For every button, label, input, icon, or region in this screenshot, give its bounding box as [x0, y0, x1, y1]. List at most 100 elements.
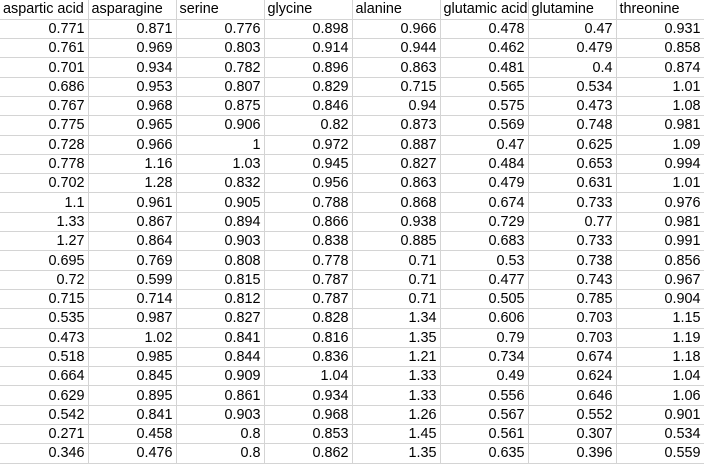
data-cell[interactable]: 1.27 — [0, 231, 89, 252]
data-cell[interactable]: 0.862 — [264, 443, 353, 464]
data-cell[interactable]: 0.827 — [352, 154, 441, 175]
header-cell[interactable]: asparagine — [88, 0, 177, 20]
data-cell[interactable]: 0.729 — [440, 212, 529, 233]
data-cell[interactable]: 1.02 — [88, 328, 177, 348]
data-cell[interactable]: 0.635 — [440, 443, 529, 464]
data-cell[interactable]: 0.803 — [176, 38, 265, 59]
data-cell[interactable]: 0.873 — [352, 115, 441, 136]
data-cell[interactable]: 0.653 — [528, 154, 617, 175]
data-cell[interactable]: 0.938 — [352, 212, 441, 233]
data-cell[interactable]: 0.871 — [88, 19, 177, 40]
data-cell[interactable]: 0.47 — [440, 135, 529, 155]
data-cell[interactable]: 0.484 — [440, 154, 529, 175]
data-cell[interactable]: 0.968 — [88, 96, 177, 117]
data-cell[interactable]: 0.903 — [176, 405, 265, 426]
data-cell[interactable]: 1.01 — [616, 173, 704, 194]
data-cell[interactable]: 0.71 — [352, 250, 441, 271]
data-cell[interactable]: 0.686 — [0, 77, 89, 97]
data-cell[interactable]: 0.841 — [88, 405, 177, 426]
data-cell[interactable]: 1.35 — [352, 328, 441, 348]
data-cell[interactable]: 0.841 — [176, 328, 265, 348]
data-cell[interactable]: 0.861 — [176, 385, 265, 406]
data-cell[interactable]: 0.905 — [176, 192, 265, 213]
data-cell[interactable]: 0.844 — [176, 347, 265, 368]
data-cell[interactable]: 0.94 — [352, 96, 441, 117]
data-cell[interactable]: 0.853 — [264, 424, 353, 445]
data-cell[interactable]: 0.966 — [88, 135, 177, 155]
header-cell[interactable]: threonine — [616, 0, 704, 20]
data-cell[interactable]: 0.542 — [0, 405, 89, 426]
data-cell[interactable]: 0.863 — [352, 57, 441, 78]
data-cell[interactable]: 0.771 — [0, 19, 89, 40]
data-cell[interactable]: 0.683 — [440, 231, 529, 252]
data-cell[interactable]: 0.8 — [176, 424, 265, 445]
data-cell[interactable]: 0.991 — [616, 231, 704, 252]
data-cell[interactable]: 0.904 — [616, 289, 704, 310]
data-cell[interactable]: 0.775 — [0, 115, 89, 136]
data-cell[interactable]: 0.748 — [528, 115, 617, 136]
data-cell[interactable]: 1.18 — [616, 347, 704, 368]
data-cell[interactable]: 0.556 — [440, 385, 529, 406]
data-cell[interactable]: 0.703 — [528, 308, 617, 329]
data-cell[interactable]: 0.702 — [0, 173, 89, 194]
data-cell[interactable]: 1.15 — [616, 308, 704, 329]
data-cell[interactable]: 0.829 — [264, 77, 353, 97]
data-cell[interactable]: 0.307 — [528, 424, 617, 445]
data-cell[interactable]: 0.788 — [264, 192, 353, 213]
data-cell[interactable]: 0.769 — [88, 250, 177, 271]
data-cell[interactable]: 0.778 — [264, 250, 353, 271]
data-cell[interactable]: 0.646 — [528, 385, 617, 406]
data-cell[interactable]: 0.934 — [264, 385, 353, 406]
data-cell[interactable]: 0.8 — [176, 443, 265, 464]
data-cell[interactable]: 0.812 — [176, 289, 265, 310]
data-cell[interactable]: 0.931 — [616, 19, 704, 40]
data-cell[interactable]: 0.785 — [528, 289, 617, 310]
data-cell[interactable]: 0.534 — [528, 77, 617, 97]
data-cell[interactable]: 0.827 — [176, 308, 265, 329]
data-cell[interactable]: 0.738 — [528, 250, 617, 271]
data-cell[interactable]: 0.953 — [88, 77, 177, 97]
data-cell[interactable]: 0.845 — [88, 366, 177, 387]
data-cell[interactable]: 0.695 — [0, 250, 89, 271]
data-cell[interactable]: 0.477 — [440, 270, 529, 290]
data-cell[interactable]: 0.807 — [176, 77, 265, 97]
data-cell[interactable]: 0.846 — [264, 96, 353, 117]
data-cell[interactable]: 0.478 — [440, 19, 529, 40]
data-cell[interactable]: 0.734 — [440, 347, 529, 368]
data-cell[interactable]: 0.629 — [0, 385, 89, 406]
data-cell[interactable]: 0.396 — [528, 443, 617, 464]
data-cell[interactable]: 0.994 — [616, 154, 704, 175]
data-cell[interactable]: 0.733 — [528, 231, 617, 252]
data-cell[interactable]: 0.808 — [176, 250, 265, 271]
data-cell[interactable]: 0.956 — [264, 173, 353, 194]
data-cell[interactable]: 0.858 — [616, 38, 704, 59]
data-cell[interactable]: 0.934 — [88, 57, 177, 78]
header-cell[interactable]: glycine — [264, 0, 353, 20]
data-cell[interactable]: 0.481 — [440, 57, 529, 78]
data-cell[interactable]: 1 — [176, 135, 265, 155]
data-cell[interactable]: 0.606 — [440, 308, 529, 329]
data-cell[interactable]: 0.79 — [440, 328, 529, 348]
data-cell[interactable]: 0.575 — [440, 96, 529, 117]
data-cell[interactable]: 0.47 — [528, 19, 617, 40]
data-cell[interactable]: 0.565 — [440, 77, 529, 97]
data-cell[interactable]: 0.535 — [0, 308, 89, 329]
data-cell[interactable]: 0.674 — [528, 347, 617, 368]
data-cell[interactable]: 0.856 — [616, 250, 704, 271]
data-cell[interactable]: 0.832 — [176, 173, 265, 194]
data-cell[interactable]: 1.26 — [352, 405, 441, 426]
data-cell[interactable]: 0.885 — [352, 231, 441, 252]
data-cell[interactable]: 0.77 — [528, 212, 617, 233]
data-cell[interactable]: 0.787 — [264, 270, 353, 290]
data-cell[interactable]: 1.03 — [176, 154, 265, 175]
data-cell[interactable]: 1.08 — [616, 96, 704, 117]
data-cell[interactable]: 0.894 — [176, 212, 265, 233]
data-cell[interactable]: 0.767 — [0, 96, 89, 117]
data-cell[interactable]: 0.903 — [176, 231, 265, 252]
header-cell[interactable]: glutamic acid — [440, 0, 529, 20]
data-cell[interactable]: 0.985 — [88, 347, 177, 368]
data-cell[interactable]: 0.479 — [528, 38, 617, 59]
data-cell[interactable]: 1.34 — [352, 308, 441, 329]
data-cell[interactable]: 0.887 — [352, 135, 441, 155]
data-cell[interactable]: 0.701 — [0, 57, 89, 78]
